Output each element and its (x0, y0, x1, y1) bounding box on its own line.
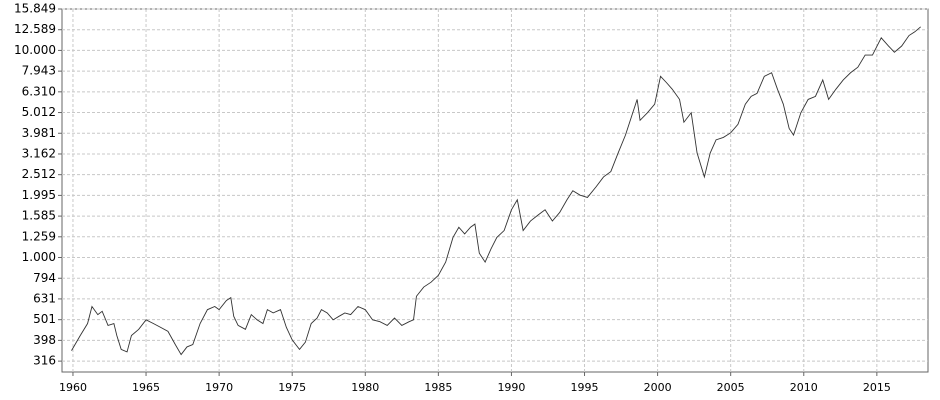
y-tick-label: 7.943 (22, 64, 56, 78)
data-line (71, 26, 921, 356)
y-tick-label: 2.512 (22, 167, 56, 181)
x-tick-label: 1990 (497, 381, 525, 394)
x-tick-label: 1960 (59, 381, 87, 394)
y-tick-label: 1.000 (22, 250, 56, 264)
x-tick-label: 2005 (717, 381, 745, 394)
y-tick-label: 15.849 (14, 2, 56, 16)
y-tick-label: 794 (33, 271, 56, 285)
x-tick-label: 1965 (132, 381, 160, 394)
plot-area (61, 8, 929, 373)
y-tick-label: 3.162 (22, 146, 56, 160)
x-tick-label: 1995 (571, 381, 599, 394)
x-tick-label: 2015 (863, 381, 891, 394)
x-tick-label: 1980 (351, 381, 379, 394)
y-tick-label: 12.589 (14, 22, 56, 36)
y-tick-label: 6.310 (22, 84, 56, 98)
x-tick-label: 2010 (790, 381, 818, 394)
y-tick-label: 10.000 (14, 43, 56, 57)
y-tick-label: 1.259 (22, 229, 56, 243)
x-tick-label: 1975 (278, 381, 306, 394)
y-tick-label: 1.585 (22, 209, 56, 223)
x-tick-label: 2000 (644, 381, 672, 394)
y-tick-label: 501 (33, 312, 56, 326)
y-tick-label: 1.995 (22, 188, 56, 202)
y-tick-label: 3.981 (22, 126, 56, 140)
y-tick-label: 631 (33, 291, 56, 305)
y-tick-label: 316 (33, 354, 56, 368)
y-tick-label: 5.012 (22, 105, 56, 119)
y-tick-label: 398 (33, 333, 56, 347)
x-tick-label: 1985 (424, 381, 452, 394)
x-tick-label: 1970 (205, 381, 233, 394)
